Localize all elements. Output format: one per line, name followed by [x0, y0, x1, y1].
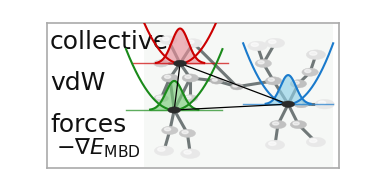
Circle shape [265, 77, 282, 85]
Circle shape [184, 39, 202, 47]
Circle shape [269, 142, 276, 145]
Circle shape [310, 52, 317, 55]
Circle shape [158, 148, 165, 151]
Circle shape [255, 59, 271, 67]
Circle shape [182, 131, 188, 134]
Circle shape [231, 84, 244, 90]
Circle shape [184, 150, 191, 154]
Text: collective: collective [50, 30, 169, 54]
Circle shape [210, 78, 223, 84]
Text: forces: forces [50, 113, 126, 137]
Circle shape [310, 139, 317, 143]
Circle shape [251, 43, 259, 46]
Circle shape [162, 74, 178, 82]
Circle shape [305, 70, 311, 73]
Circle shape [293, 81, 299, 84]
Circle shape [164, 128, 171, 131]
Circle shape [296, 102, 302, 105]
Circle shape [318, 101, 326, 105]
Circle shape [265, 140, 285, 150]
Circle shape [258, 61, 264, 64]
Circle shape [306, 137, 326, 147]
Circle shape [154, 146, 174, 156]
Circle shape [294, 101, 309, 108]
Text: $-\nabla E_{\mathrm{MBD}}$: $-\nabla E_{\mathrm{MBD}}$ [56, 136, 141, 160]
Circle shape [154, 60, 169, 67]
Circle shape [268, 78, 274, 81]
Circle shape [185, 96, 191, 99]
Circle shape [248, 41, 267, 51]
Circle shape [156, 96, 162, 99]
Circle shape [156, 61, 162, 64]
Circle shape [174, 60, 187, 67]
Circle shape [187, 40, 194, 43]
Circle shape [168, 107, 181, 113]
Circle shape [265, 38, 285, 48]
Circle shape [179, 129, 196, 137]
Circle shape [164, 75, 171, 78]
Circle shape [182, 74, 198, 82]
Circle shape [212, 79, 217, 81]
Circle shape [185, 75, 191, 78]
Circle shape [270, 120, 286, 129]
Circle shape [290, 80, 307, 88]
Circle shape [315, 99, 334, 109]
Circle shape [159, 36, 177, 45]
Circle shape [302, 68, 318, 76]
FancyBboxPatch shape [144, 24, 333, 167]
Circle shape [233, 85, 238, 87]
Text: vdW: vdW [50, 71, 106, 95]
Circle shape [162, 37, 169, 41]
Circle shape [162, 126, 178, 134]
Circle shape [183, 95, 198, 102]
Circle shape [154, 95, 169, 102]
Circle shape [290, 120, 307, 129]
Circle shape [181, 149, 200, 158]
Circle shape [273, 122, 279, 125]
Circle shape [293, 122, 299, 125]
Circle shape [269, 40, 276, 43]
Circle shape [282, 101, 294, 107]
Circle shape [306, 50, 326, 60]
